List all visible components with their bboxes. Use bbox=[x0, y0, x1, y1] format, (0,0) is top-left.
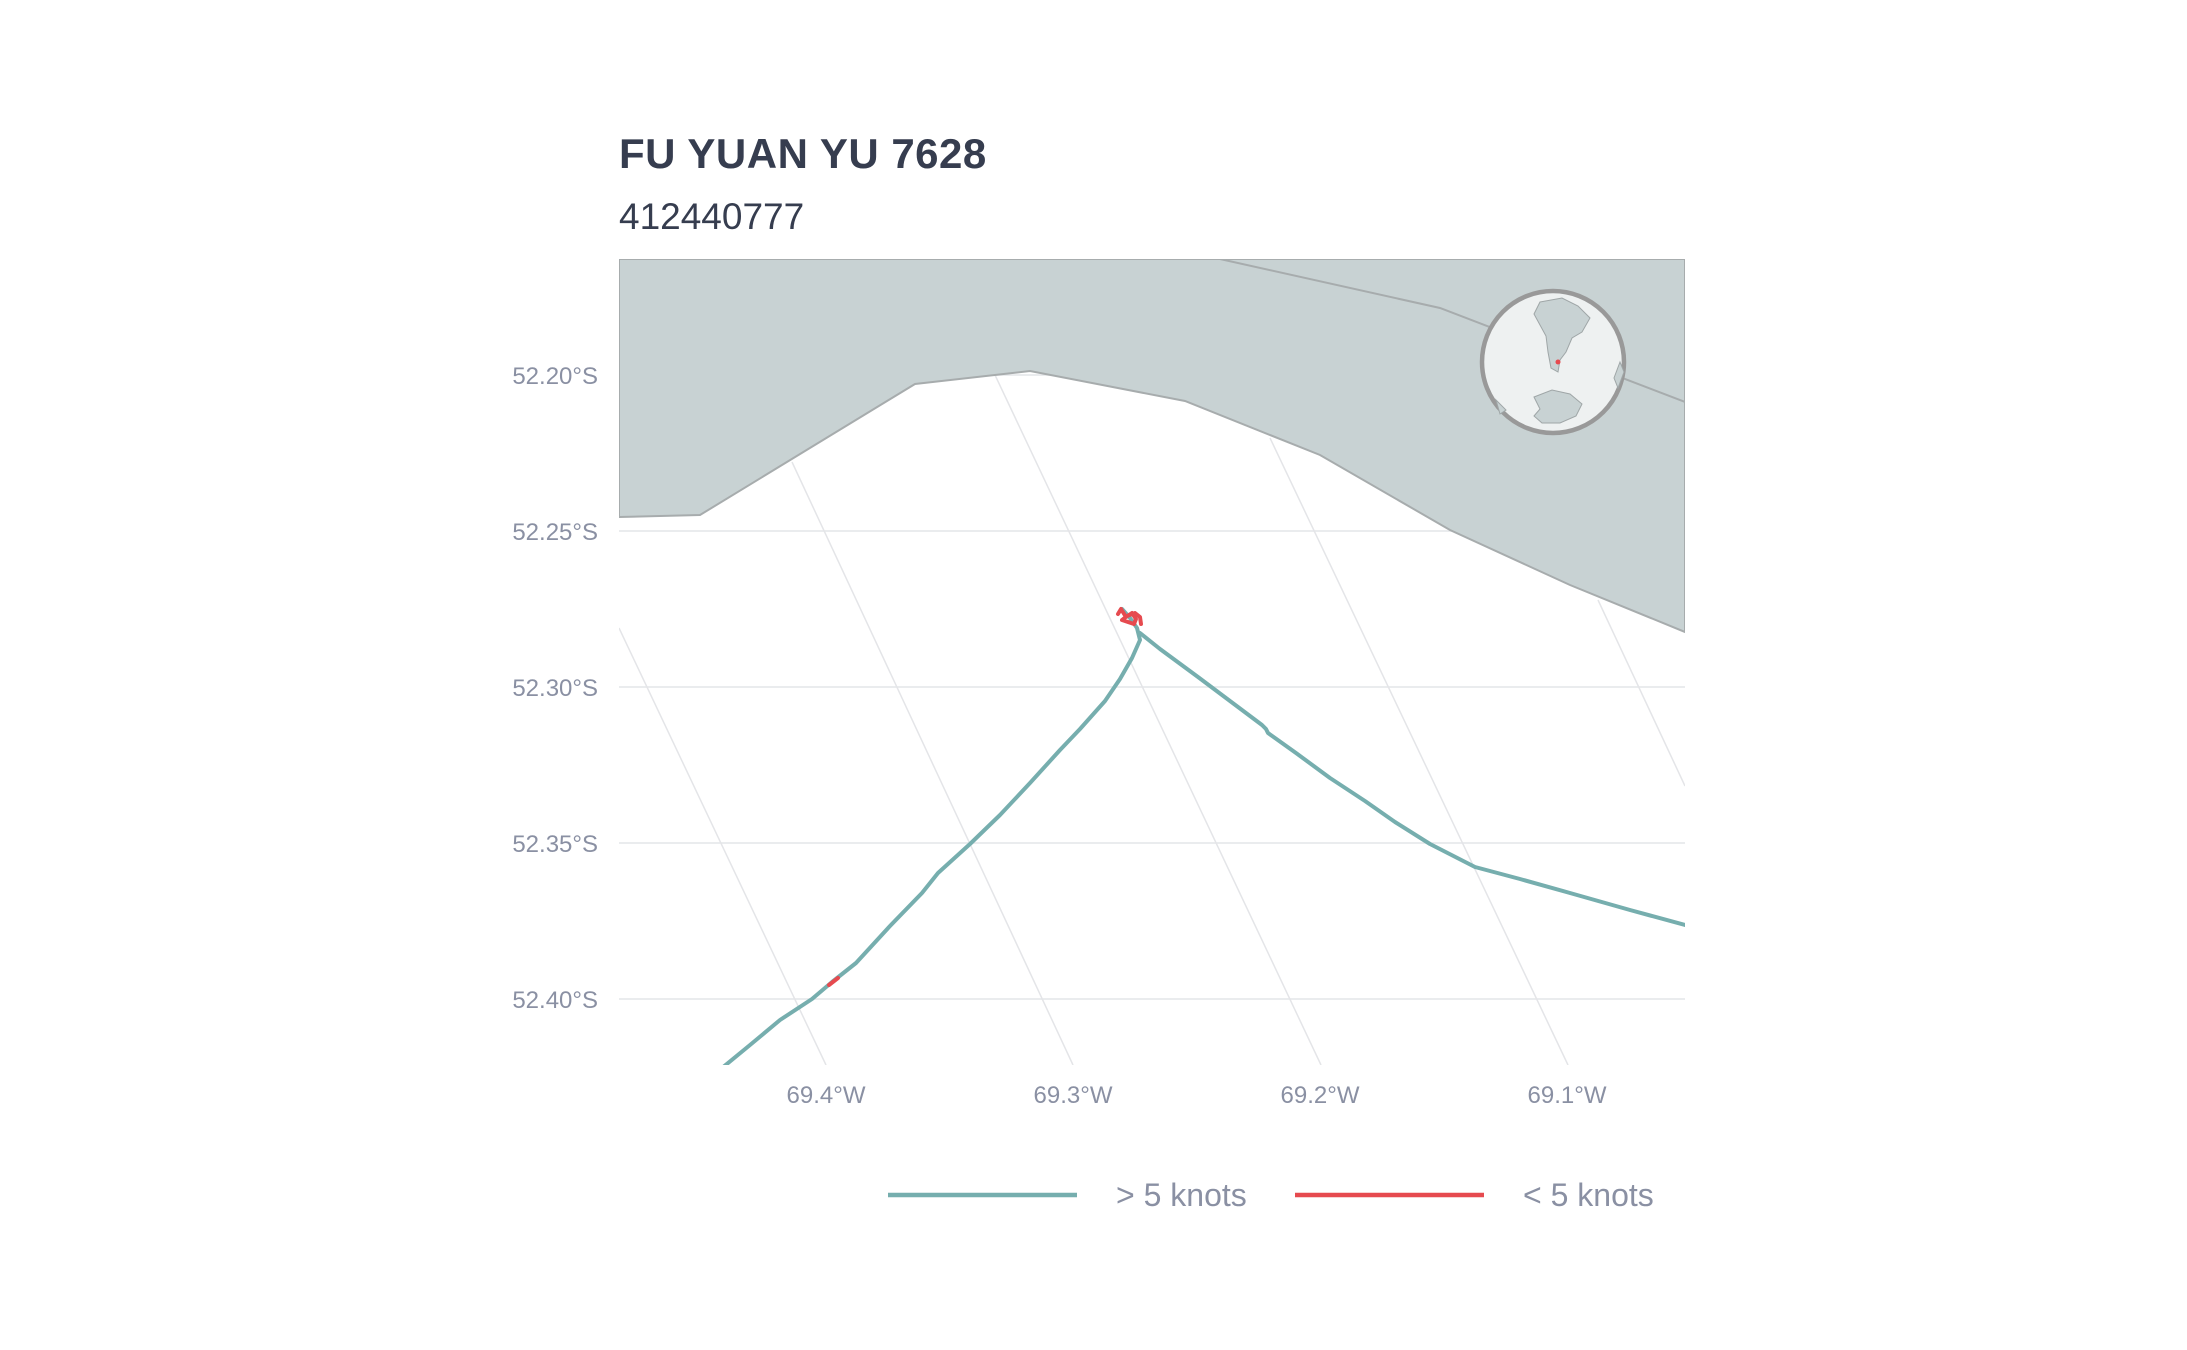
legend-label-fast: > 5 knots bbox=[1116, 1177, 1247, 1213]
vessel-track-slow bbox=[827, 607, 1143, 987]
vessel-name-title: FU YUAN YU 7628 bbox=[619, 130, 987, 177]
slow-loiter-cluster bbox=[1116, 607, 1143, 626]
gridline-lon-69-5 bbox=[619, 627, 827, 1065]
gridline-lon-69-3 bbox=[994, 374, 1322, 1065]
globe-antarctica bbox=[1533, 389, 1583, 424]
lat-label-52-30: 52.30°S bbox=[512, 675, 598, 702]
slow-segment-southwest bbox=[827, 976, 840, 987]
globe-south-america bbox=[1533, 297, 1591, 373]
longitude-gridlines bbox=[619, 374, 1685, 1065]
globe-left-edge-land bbox=[1494, 398, 1507, 415]
lon-label-69-3: 69.3°W bbox=[1034, 1082, 1113, 1109]
legend-label-slow: < 5 knots bbox=[1523, 1177, 1654, 1213]
gridline-lon-69-1 bbox=[1597, 599, 1685, 787]
map-panel[interactable] bbox=[619, 259, 1685, 1068]
speed-legend: > 5 knots < 5 knots bbox=[888, 1177, 1654, 1213]
gridline-lon-69-4 bbox=[791, 461, 1074, 1065]
globe-inset-icon bbox=[1479, 288, 1627, 436]
longitude-axis: 69.4°W 69.3°W 69.2°W 69.1°W bbox=[787, 1082, 1607, 1109]
vessel-track-fast bbox=[722, 607, 1685, 1065]
lon-label-69-2: 69.2°W bbox=[1281, 1082, 1360, 1109]
lon-label-69-1: 69.1°W bbox=[1528, 1082, 1607, 1109]
lat-label-52-20: 52.20°S bbox=[512, 363, 598, 390]
track-segment-southeast bbox=[1138, 631, 1685, 927]
globe-right-edge-land bbox=[1613, 360, 1625, 390]
latitude-axis: 52.20°S 52.25°S 52.30°S 52.35°S 52.40°S bbox=[512, 363, 598, 1014]
lat-label-52-25: 52.25°S bbox=[512, 519, 598, 546]
track-segment-southwest bbox=[722, 607, 1142, 1065]
lon-label-69-4: 69.4°W bbox=[787, 1082, 866, 1109]
globe-vessel-location-marker bbox=[1555, 359, 1561, 365]
lat-label-52-35: 52.35°S bbox=[512, 831, 598, 858]
vessel-mmsi-subtitle: 412440777 bbox=[619, 196, 805, 237]
gridline-lon-69-2 bbox=[1269, 437, 1569, 1065]
land-mass bbox=[619, 259, 1685, 634]
lat-label-52-40: 52.40°S bbox=[512, 987, 598, 1014]
